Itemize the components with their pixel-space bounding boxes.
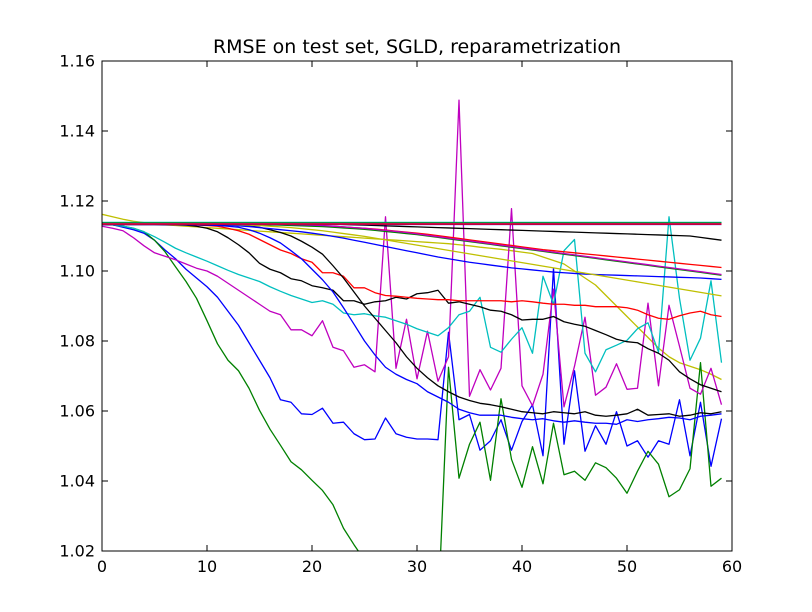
x-tick-label: 60 bbox=[722, 557, 742, 576]
x-tick-label: 30 bbox=[407, 557, 427, 576]
series-line-3 bbox=[102, 223, 722, 551]
series-line-5 bbox=[102, 216, 723, 373]
ticks-layer: 0 10 20 30 40 50 60 1.02 1.04 1.06 1.08 1.10 1.12 1.1… bbox=[59, 52, 742, 577]
y-tick-label: 1.10 bbox=[59, 262, 95, 281]
x-tick-label: 0 bbox=[97, 557, 107, 576]
y-tick-label: 1.08 bbox=[59, 332, 95, 351]
series-line-4 bbox=[102, 99, 723, 408]
y-tick-label: 1.16 bbox=[59, 52, 95, 71]
series-layer bbox=[102, 99, 723, 551]
series-line-6 bbox=[102, 223, 722, 393]
y-tick-label: 1.06 bbox=[59, 402, 95, 421]
x-tick-label: 20 bbox=[302, 557, 322, 576]
y-tick-label: 1.12 bbox=[59, 192, 95, 211]
x-tick-label: 50 bbox=[617, 557, 637, 576]
x-tick-label: 40 bbox=[512, 557, 532, 576]
y-tick-label: 1.04 bbox=[59, 472, 95, 491]
x-tick-label: 10 bbox=[197, 557, 217, 576]
y-tick-label: 1.14 bbox=[59, 122, 95, 141]
y-tick-label: 1.02 bbox=[59, 542, 95, 561]
chart-title: RMSE on test set, SGLD, reparametrizatio… bbox=[213, 36, 621, 58]
series-line-2 bbox=[102, 223, 723, 467]
